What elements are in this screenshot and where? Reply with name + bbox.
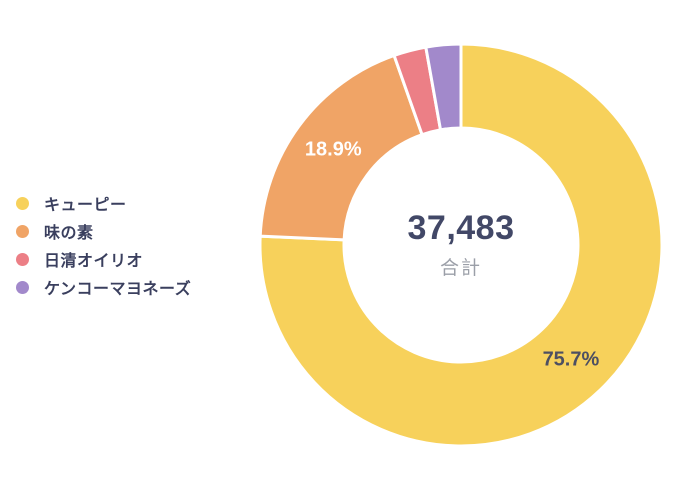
donut-chart-svg bbox=[258, 42, 664, 448]
chart-legend: キューピー味の素日清オイリオケンコーマヨネーズ bbox=[16, 189, 191, 301]
pie-segment-kewpie[interactable] bbox=[258, 42, 664, 448]
legend-item-kenko-mayonnaise[interactable]: ケンコーマヨネーズ bbox=[16, 273, 191, 301]
legend-item-label: 味の素 bbox=[44, 225, 94, 242]
legend-item-nisshin-oillio[interactable]: 日清オイリオ bbox=[16, 245, 191, 273]
legend-item-ajinomoto[interactable]: 味の素 bbox=[16, 217, 191, 245]
legend-color-dot bbox=[16, 280, 29, 294]
legend-color-dot bbox=[16, 224, 29, 238]
legend-item-label: キューピー bbox=[44, 197, 127, 214]
legend-color-dot bbox=[16, 196, 29, 210]
legend-item-label: 日清オイリオ bbox=[44, 253, 144, 270]
legend-item-kewpie[interactable]: キューピー bbox=[16, 189, 191, 217]
legend-color-dot bbox=[16, 252, 29, 266]
donut-chart: 37,483 合計 75.7% 18.9% bbox=[249, 33, 673, 457]
pie-segment-ajinomoto[interactable] bbox=[258, 53, 424, 242]
legend-item-label: ケンコーマヨネーズ bbox=[44, 281, 192, 298]
pie-segment-kenko-mayonnaise[interactable] bbox=[424, 42, 463, 132]
